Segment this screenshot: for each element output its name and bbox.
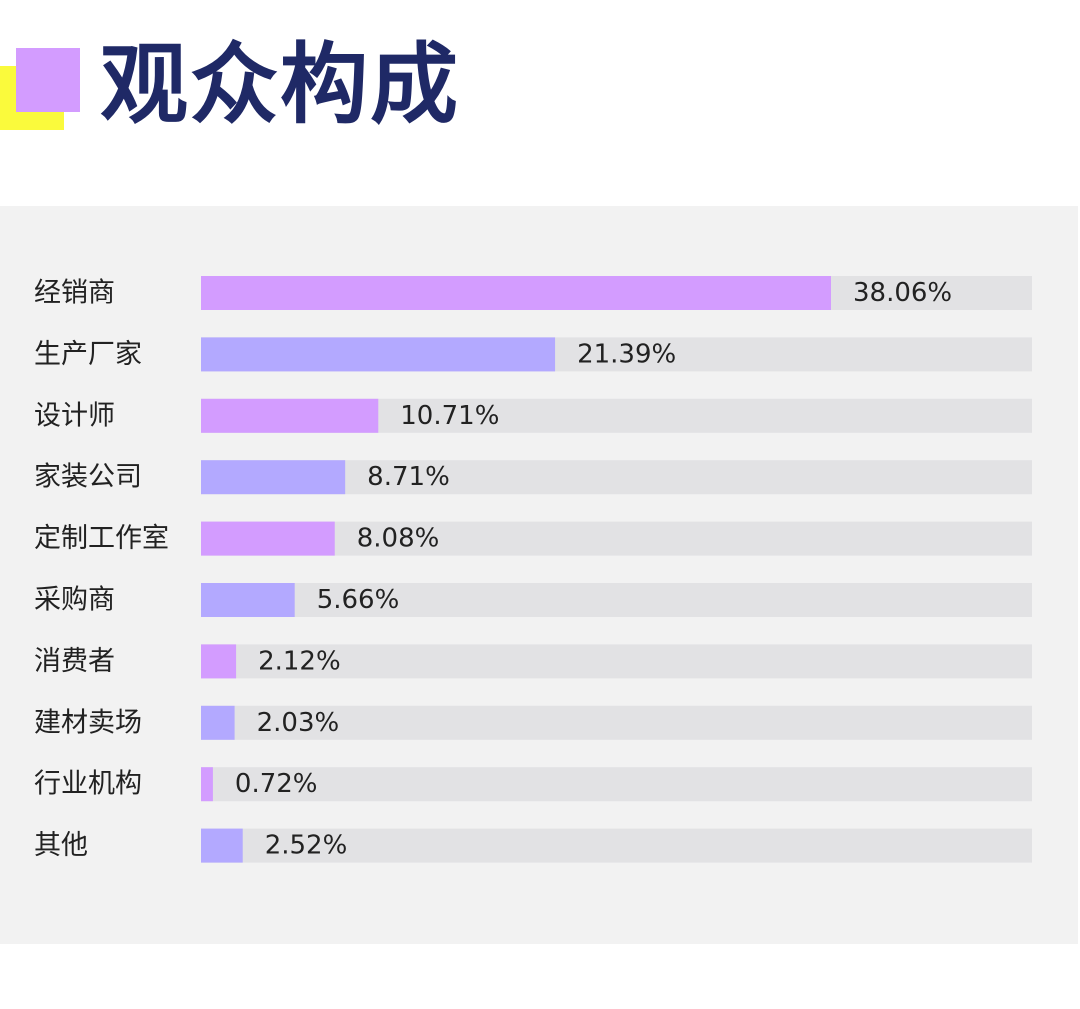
bar-track [201, 583, 1032, 617]
value-label: 2.52% [265, 831, 348, 861]
bar-row: 采购商 5.66% [34, 583, 1032, 617]
bar-row: 经销商 38.06% [34, 276, 1032, 310]
value-label: 38.06% [853, 278, 952, 308]
bar-row: 定制工作室 8.08% [34, 521, 1032, 556]
category-label: 设计师 [34, 400, 115, 431]
value-label: 21.39% [577, 339, 676, 369]
bar-row: 设计师 10.71% [34, 398, 1032, 433]
value-label: 10.71% [400, 401, 499, 431]
bar-row: 建材卖场 2.03% [34, 705, 1032, 740]
category-label: 消费者 [34, 646, 115, 677]
bar [201, 521, 335, 556]
category-label: 家装公司 [34, 462, 142, 493]
bar-track [201, 521, 1032, 556]
bar-row: 家装公司 8.71% [34, 460, 1032, 495]
bar-track [201, 705, 1032, 740]
chart-panel: 经销商 38.06% 生产厂家 21.39% 设计师 10.71% 家装公司 8.71% 定制工… [0, 206, 1078, 944]
value-label: 0.72% [235, 769, 318, 799]
category-label: 采购商 [34, 585, 115, 616]
bar [201, 583, 295, 617]
bar-row: 其他 2.52% [34, 828, 1032, 863]
bar [201, 828, 243, 863]
bar [201, 767, 213, 802]
page-title: 观众构成 [100, 33, 461, 136]
bar [201, 337, 556, 372]
value-label: 2.03% [257, 708, 340, 738]
bar [201, 460, 346, 495]
bar-row: 生产厂家 21.39% [34, 337, 1032, 372]
category-label: 其他 [34, 830, 88, 861]
bar [201, 644, 237, 679]
category-label: 定制工作室 [34, 523, 169, 554]
value-label: 2.12% [258, 646, 341, 676]
bar-row: 行业机构 0.72% [34, 767, 1032, 802]
title-accent-purple [16, 48, 80, 112]
category-label: 生产厂家 [34, 339, 142, 370]
audience-bar-chart: 经销商 38.06% 生产厂家 21.39% 设计师 10.71% 家装公司 8.71% 定制工… [34, 276, 1032, 863]
bar-track [201, 644, 1032, 679]
category-label: 建材卖场 [34, 707, 142, 738]
bar-track [201, 828, 1032, 863]
category-label: 经销商 [34, 278, 115, 309]
category-label: 行业机构 [34, 769, 142, 800]
value-label: 8.08% [357, 524, 440, 554]
bar-row: 消费者 2.12% [34, 644, 1032, 679]
value-label: 5.66% [317, 585, 400, 615]
bar [201, 398, 379, 433]
value-label: 8.71% [367, 462, 450, 492]
bar-track [201, 767, 1032, 802]
bar [201, 276, 831, 310]
bar [201, 705, 235, 740]
